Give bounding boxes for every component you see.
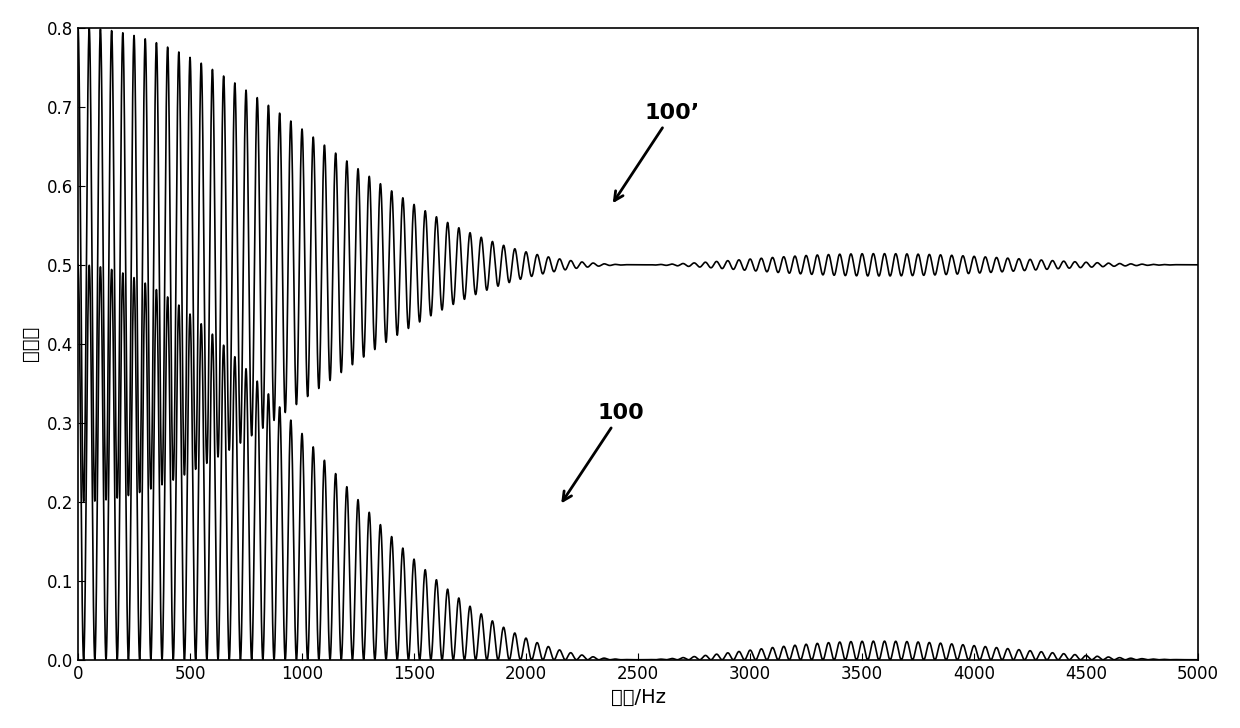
X-axis label: 频率/Hz: 频率/Hz <box>610 688 666 707</box>
Text: 100’: 100’ <box>615 103 701 201</box>
Y-axis label: 幅度値: 幅度値 <box>21 326 40 361</box>
Text: 100: 100 <box>563 403 645 501</box>
